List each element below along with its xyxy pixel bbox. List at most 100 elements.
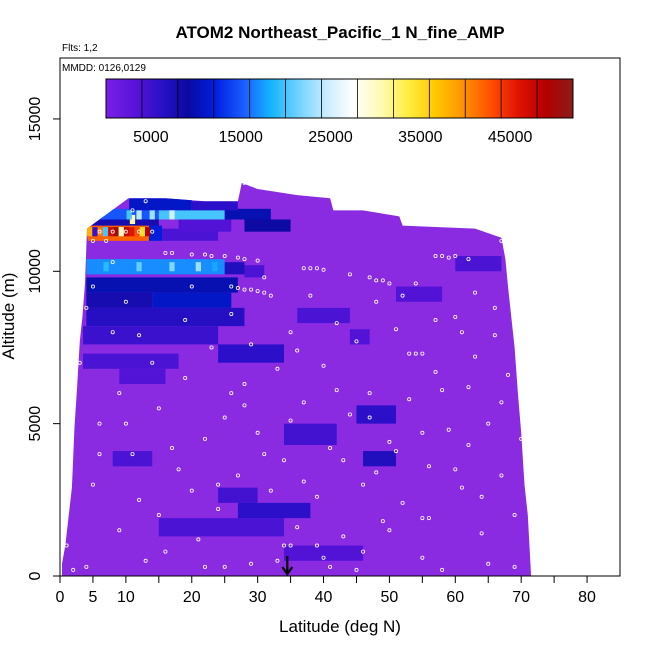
y-axis-label: Altitude (m) xyxy=(0,273,18,360)
track-point xyxy=(169,251,174,256)
track-point xyxy=(169,446,174,451)
track-point xyxy=(222,564,227,569)
track-point xyxy=(255,183,260,188)
track-point xyxy=(242,287,247,292)
sample-cell xyxy=(212,262,218,272)
sample-cell xyxy=(126,210,132,220)
track-point xyxy=(361,482,366,487)
track-point xyxy=(479,494,484,499)
track-point xyxy=(334,321,339,326)
heatmap-cell xyxy=(224,208,271,220)
track-point xyxy=(400,293,405,298)
track-point xyxy=(466,385,471,390)
heatmap-cell xyxy=(396,286,443,302)
track-point xyxy=(255,289,260,294)
x-tick-label: 5 xyxy=(88,589,97,606)
track-point xyxy=(222,254,227,259)
track-point xyxy=(321,555,326,560)
track-point xyxy=(479,531,484,536)
track-point xyxy=(367,391,372,396)
dates-label: MMDD: 0126,0129 xyxy=(62,63,146,74)
heatmap-cell xyxy=(356,405,396,424)
track-point xyxy=(426,516,431,521)
track-point xyxy=(433,254,438,259)
track-point xyxy=(499,473,504,478)
track-point xyxy=(242,403,247,408)
track-point xyxy=(486,561,491,566)
sample-cell xyxy=(92,227,98,237)
x-tick-label: 0 xyxy=(56,589,65,606)
x-tick-label: 50 xyxy=(381,589,399,606)
track-point xyxy=(446,255,451,260)
track-point xyxy=(90,284,95,289)
track-point xyxy=(123,299,128,304)
heatmap-cell xyxy=(162,228,219,241)
track-point xyxy=(361,549,366,554)
colorbar-tick-label: 25000 xyxy=(308,129,353,146)
track-point xyxy=(433,369,438,374)
track-point xyxy=(374,470,379,475)
track-point xyxy=(143,199,148,204)
track-point xyxy=(453,254,458,259)
heatmap-cell xyxy=(119,368,166,385)
track-point xyxy=(249,561,254,566)
heatmap-cell xyxy=(349,329,370,345)
x-tick-label: 60 xyxy=(446,589,464,606)
track-point xyxy=(97,452,102,457)
sample-cell xyxy=(139,227,145,237)
heatmap-cell xyxy=(158,518,284,537)
heatmap-cell xyxy=(86,307,245,327)
plot-area xyxy=(62,182,532,576)
track-point xyxy=(400,500,405,505)
track-point xyxy=(380,278,385,283)
heatmap-cell xyxy=(284,423,337,445)
track-point xyxy=(137,333,142,338)
axes: 0 5 10 20 30 40 50 60 70 80 0 5000 10000 15000 xyxy=(27,57,621,606)
track-point xyxy=(413,281,418,286)
track-point xyxy=(150,360,155,365)
track-point xyxy=(328,564,333,569)
track-point xyxy=(393,327,398,332)
track-point xyxy=(354,339,359,344)
track-point xyxy=(281,458,286,463)
track-point xyxy=(97,421,102,426)
track-point xyxy=(117,528,122,533)
track-point xyxy=(209,345,214,350)
track-point xyxy=(169,193,174,198)
heatmap-cell xyxy=(244,265,265,278)
track-point xyxy=(84,564,89,569)
colorbar-gradient xyxy=(105,78,574,119)
track-point xyxy=(367,415,372,420)
track-point xyxy=(281,543,286,548)
track-point xyxy=(420,430,425,435)
track-point xyxy=(512,513,517,518)
track-point xyxy=(275,366,280,371)
heatmap-cell xyxy=(363,451,396,467)
colorbar-tick-label: 35000 xyxy=(398,129,443,146)
heatmap-cell xyxy=(244,219,291,232)
sample-cell xyxy=(103,262,109,272)
y-tick-label: 10000 xyxy=(27,249,44,294)
heatmap-cell xyxy=(218,344,284,363)
track-point xyxy=(229,284,234,289)
track-point xyxy=(387,528,392,533)
track-point xyxy=(202,252,207,257)
heatmap-cell xyxy=(87,216,159,226)
sample-cell xyxy=(136,262,142,272)
track-point xyxy=(202,436,207,441)
sample-cell xyxy=(195,262,201,272)
track-point xyxy=(242,257,247,262)
track-point xyxy=(288,543,293,548)
track-point xyxy=(262,275,267,280)
track-point xyxy=(235,473,240,478)
track-point xyxy=(110,330,115,335)
sample-cell xyxy=(144,227,151,237)
track-point xyxy=(440,254,445,259)
track-point xyxy=(367,275,372,280)
heatmap-cell xyxy=(148,225,163,241)
x-tick-label: 10 xyxy=(117,589,135,606)
track-point xyxy=(209,254,214,259)
heatmap-cell xyxy=(86,277,238,293)
track-point xyxy=(334,388,339,393)
